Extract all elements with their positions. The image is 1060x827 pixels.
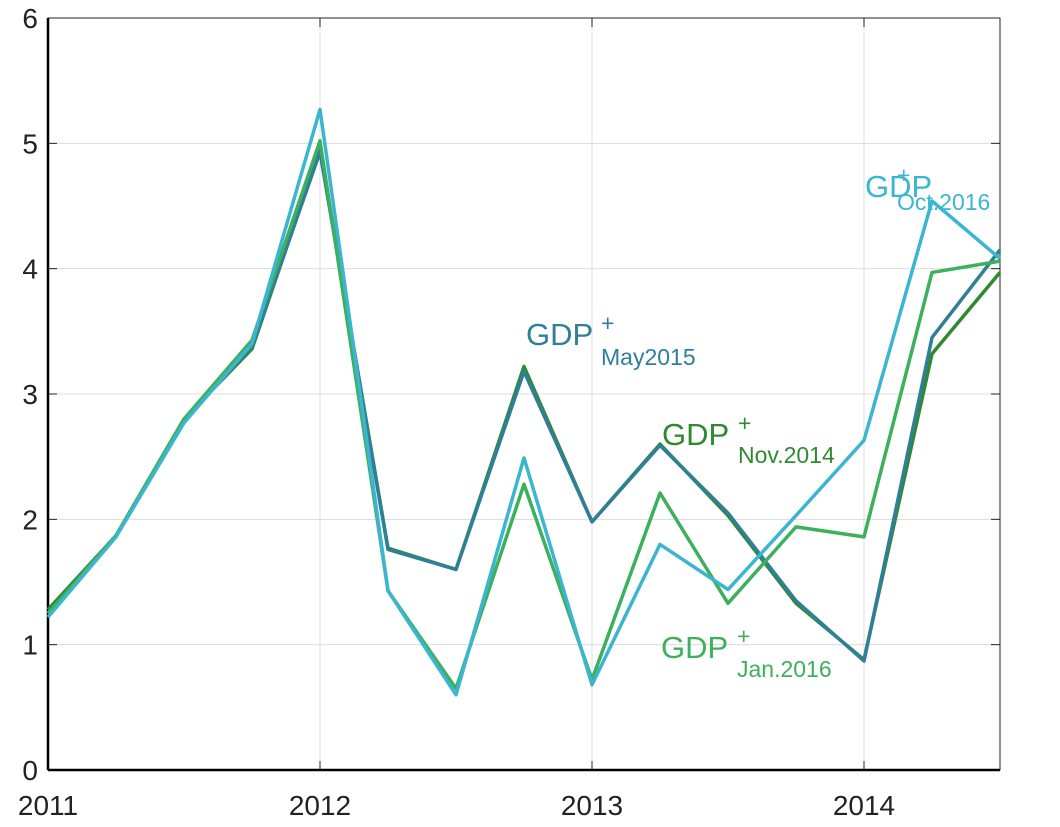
annotation-sup: + [738, 410, 751, 436]
y-tick-label: 3 [22, 379, 38, 410]
annotation-sup: + [897, 162, 910, 188]
annotation-sup: + [601, 310, 614, 336]
x-tick-label: 2011 [18, 790, 78, 821]
x-tick-label: 2013 [561, 790, 623, 821]
series-line [46, 150, 1002, 663]
series-annotation: GDP + Jan.2016 [661, 623, 832, 682]
annotation-base: GDP [662, 417, 729, 452]
annotation-base: GDP [865, 169, 932, 204]
annotation-sub: Nov.2014 [738, 442, 835, 468]
annotation-sub: Oct.2016 [897, 189, 990, 215]
annotation-sub: May2015 [601, 344, 696, 370]
series-line [46, 147, 1002, 662]
annotation-sup: + [737, 623, 750, 649]
y-tick-label: 4 [22, 254, 38, 285]
y-tick-label: 0 [22, 755, 38, 786]
x-tick-label: 2014 [833, 790, 895, 821]
y-tick-label: 2 [22, 504, 38, 535]
series-line [46, 107, 1002, 697]
x-tick-label: 2012 [289, 790, 351, 821]
y-tick-label: 1 [22, 630, 38, 661]
series-annotation: GDP + May2015 [526, 310, 696, 370]
series-annotation: GDP + Nov.2014 [662, 410, 835, 468]
y-tick-label: 6 [22, 3, 38, 34]
annotation-sub: Jan.2016 [737, 656, 832, 682]
series-annotation: GDP+Oct.2016 [865, 162, 990, 215]
annotation-base: GDP [661, 630, 728, 665]
y-tick-label: 5 [22, 128, 38, 159]
annotation-base: GDP [526, 317, 593, 352]
series-line [46, 139, 1001, 691]
